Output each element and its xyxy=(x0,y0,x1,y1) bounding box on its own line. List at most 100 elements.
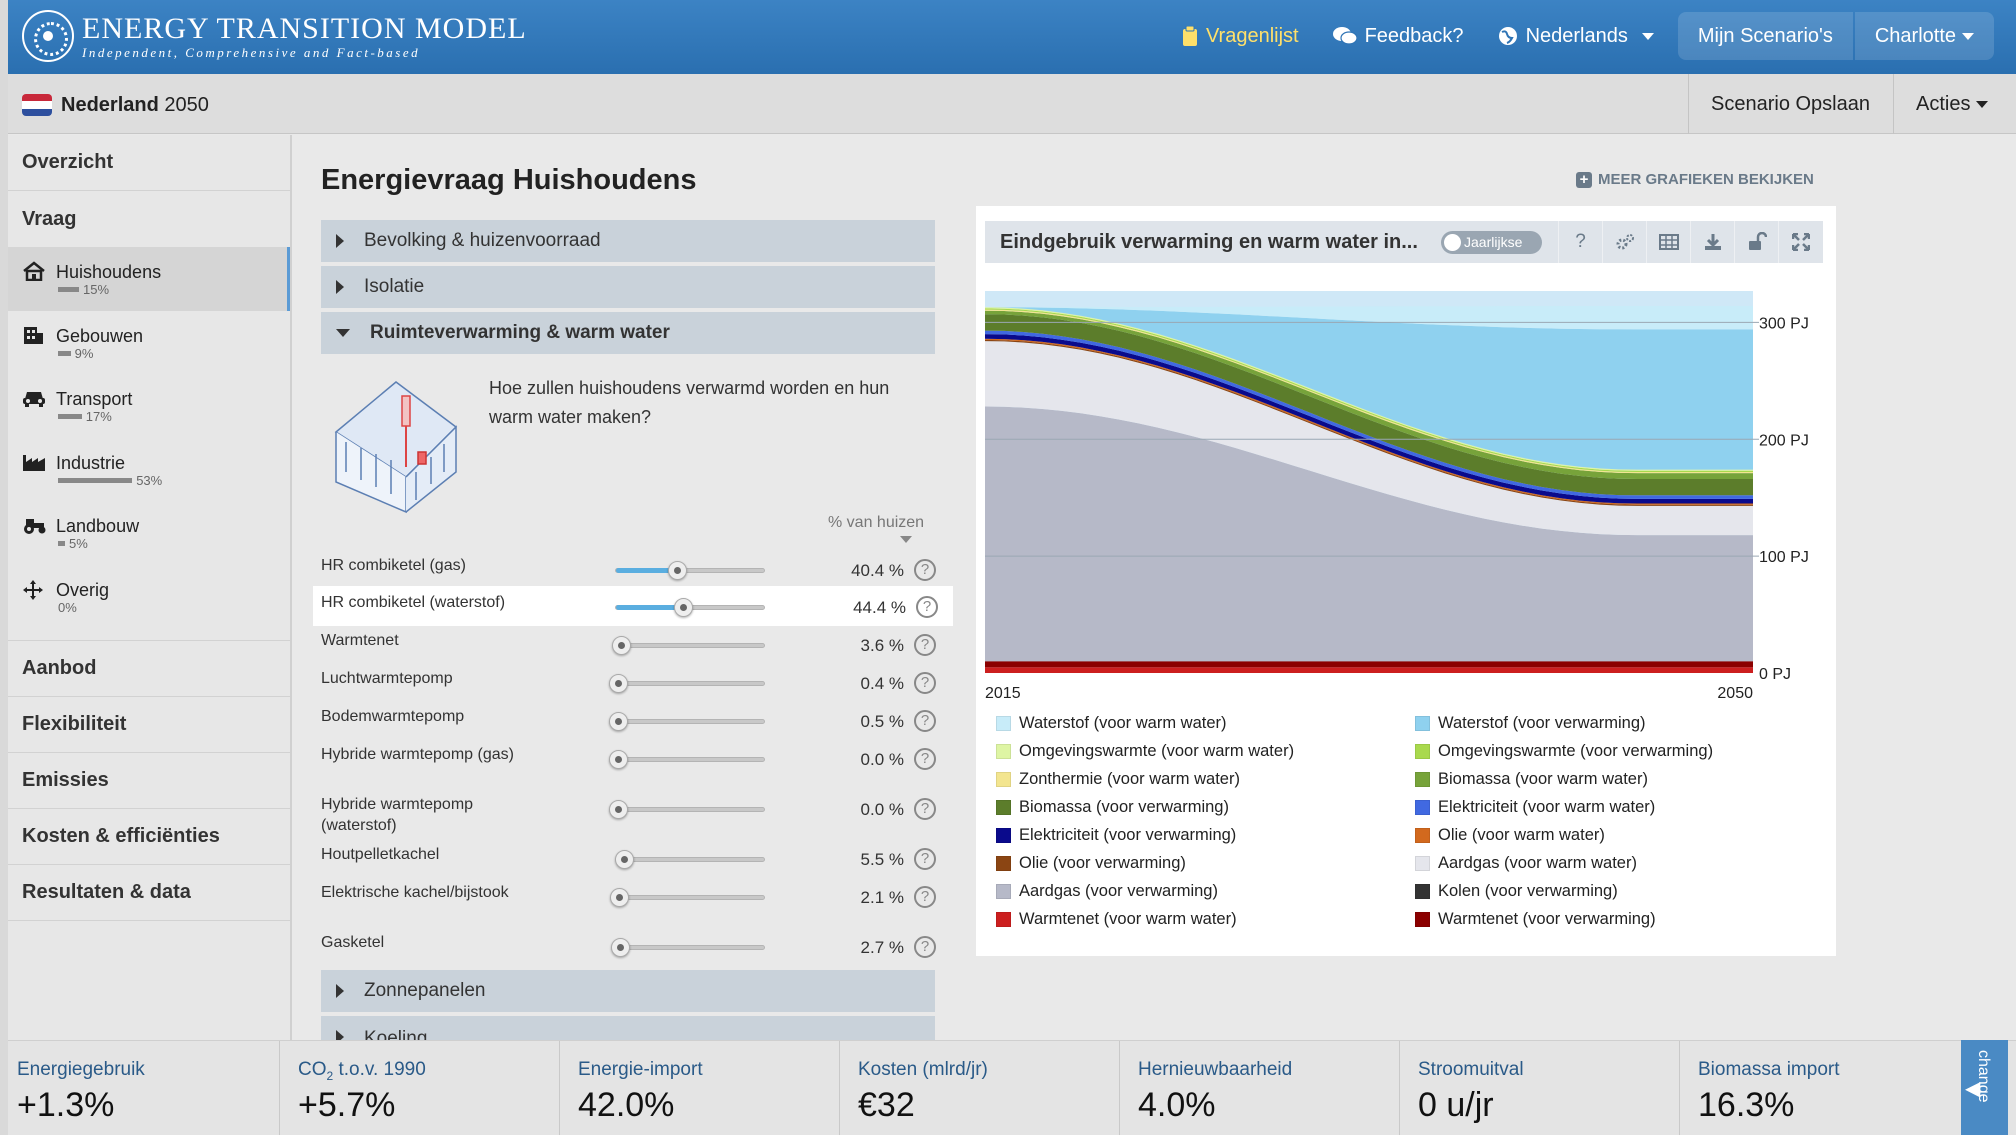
help-icon[interactable]: ? xyxy=(914,848,936,870)
slider-handle[interactable] xyxy=(667,561,687,580)
slider-track[interactable] xyxy=(615,598,765,617)
legend-item[interactable]: Olie (voor verwarming) xyxy=(996,854,1186,873)
language-dropdown[interactable]: Nederlands xyxy=(1498,25,1654,48)
slider-handle[interactable] xyxy=(609,750,628,769)
legend-item[interactable]: Biomassa (voor warm water) xyxy=(1415,770,1648,789)
sidebar-item-buildings[interactable]: Gebouwen 9% xyxy=(8,311,290,375)
legend-item[interactable]: Aardgas (voor verwarming) xyxy=(996,882,1218,901)
help-icon[interactable]: ? xyxy=(914,748,936,770)
sidebar-costs[interactable]: Kosten & efficiënties xyxy=(8,809,290,865)
brand[interactable]: ENERGY TRANSITION MODEL Independent, Com… xyxy=(82,14,527,61)
kpi-renewability[interactable]: Hernieuwbaarheid 4.0% xyxy=(1120,1041,1400,1135)
kpi-energy-use[interactable]: Energiegebruik +1.3% xyxy=(8,1041,280,1135)
slider-value[interactable]: 44.4 % xyxy=(853,598,906,617)
download-icon[interactable] xyxy=(1690,221,1734,263)
help-icon[interactable]: ? xyxy=(914,886,936,908)
actions-dropdown[interactable]: Acties xyxy=(1893,74,2016,134)
slider-track[interactable] xyxy=(609,800,765,819)
legend-item[interactable]: Aardgas (voor warm water) xyxy=(1415,854,1637,873)
slider-track[interactable] xyxy=(612,636,765,655)
help-icon[interactable]: ? xyxy=(914,672,936,694)
slider-value[interactable]: 0.4 % xyxy=(860,674,904,693)
area-series[interactable] xyxy=(985,307,1753,470)
slider-track[interactable] xyxy=(611,938,765,957)
column-header[interactable]: % van huizen xyxy=(828,514,924,543)
sidebar-item-households[interactable]: Huishoudens 15% xyxy=(8,247,290,311)
legend-item[interactable]: Warmtenet (voor verwarming) xyxy=(1415,910,1656,929)
slider-value[interactable]: 0.0 % xyxy=(860,800,904,819)
slider-track[interactable] xyxy=(615,561,765,580)
area-series[interactable] xyxy=(985,306,1753,330)
save-scenario-button[interactable]: Scenario Opslaan xyxy=(1688,74,1893,134)
slider-value[interactable]: 3.6 % xyxy=(860,636,904,655)
question-icon[interactable]: ? xyxy=(1558,221,1602,263)
settings-icon[interactable] xyxy=(1602,221,1646,263)
help-icon[interactable]: ? xyxy=(914,710,936,732)
accordion-insulation[interactable]: Isolatie xyxy=(321,266,935,308)
slider-handle[interactable] xyxy=(673,598,693,617)
help-icon[interactable]: ? xyxy=(914,798,936,820)
slider-handle[interactable] xyxy=(612,636,632,655)
sidebar-results[interactable]: Resultaten & data xyxy=(8,865,290,921)
sidebar-item-agriculture[interactable]: Landbouw 5% xyxy=(8,501,290,565)
legend-item[interactable]: Zonthermie (voor warm water) xyxy=(996,770,1240,789)
table-icon[interactable] xyxy=(1646,221,1690,263)
slider-handle[interactable] xyxy=(609,712,628,731)
accordion-population[interactable]: Bevolking & huizenvoorraad xyxy=(321,220,935,262)
kpi-co2[interactable]: CO2 t.o.v. 1990 +5.7% xyxy=(280,1041,560,1135)
legend-item[interactable]: Olie (voor warm water) xyxy=(1415,826,1605,845)
slider-track[interactable] xyxy=(615,850,765,869)
sidebar-supply[interactable]: Aanbod xyxy=(8,641,290,697)
slider-track[interactable] xyxy=(609,712,765,731)
area-series[interactable] xyxy=(985,661,1753,668)
slider-value[interactable]: 2.7 % xyxy=(860,938,904,957)
yearly-toggle[interactable]: Jaarlijkse xyxy=(1441,231,1542,254)
sidebar-emissions[interactable]: Emissies xyxy=(8,753,290,809)
help-icon[interactable]: ? xyxy=(914,559,936,581)
slider-value[interactable]: 2.1 % xyxy=(860,888,904,907)
area-series[interactable] xyxy=(985,406,1753,662)
legend-item[interactable]: Biomassa (voor verwarming) xyxy=(996,798,1229,817)
accordion-cooling[interactable]: Koeling xyxy=(321,1016,935,1040)
kpi-biomass-import[interactable]: Biomassa import 16.3% xyxy=(1680,1041,1960,1135)
sidebar-flexibility[interactable]: Flexibiliteit xyxy=(8,697,290,753)
kpi-energy-import[interactable]: Energie-import 42.0% xyxy=(560,1041,840,1135)
slider-value[interactable]: 0.5 % xyxy=(860,712,904,731)
legend-item[interactable]: Omgevingswarmte (voor warm water) xyxy=(996,742,1294,761)
more-charts-link[interactable]: + MEER GRAFIEKEN BEKIJKEN xyxy=(1576,171,1814,188)
area-series[interactable] xyxy=(985,341,1753,536)
accordion-solar-panels[interactable]: Zonnepanelen xyxy=(321,970,935,1012)
slider-track[interactable] xyxy=(610,888,765,907)
area-series[interactable] xyxy=(985,667,1753,673)
slider-handle[interactable] xyxy=(609,800,628,819)
kpi-costs[interactable]: Kosten (mlrd/jr) €32 xyxy=(840,1041,1120,1135)
slider-handle[interactable] xyxy=(615,850,635,869)
legend-item[interactable]: Waterstof (voor verwarming) xyxy=(1415,714,1646,733)
user-menu[interactable]: Charlotte xyxy=(1854,12,1994,60)
slider-value[interactable]: 40.4 % xyxy=(851,561,904,580)
my-scenarios-button[interactable]: Mijn Scenario's xyxy=(1677,12,1853,60)
slider-track[interactable] xyxy=(609,750,765,769)
change-dashboard-tab[interactable]: change ◀ xyxy=(1961,1040,2008,1135)
sidebar-item-other[interactable]: Overig 0% xyxy=(8,565,290,629)
accordion-space-heating[interactable]: Ruimteverwarming & warm water xyxy=(321,312,935,354)
slider-handle[interactable] xyxy=(609,674,628,693)
kpi-blackout[interactable]: Stroomuitval 0 u/jr xyxy=(1400,1041,1680,1135)
help-icon[interactable]: ? xyxy=(914,936,936,958)
legend-item[interactable]: Omgevingswarmte (voor verwarming) xyxy=(1415,742,1713,761)
area-series[interactable] xyxy=(985,314,1753,496)
fullscreen-icon[interactable] xyxy=(1778,221,1822,263)
sidebar-item-industry[interactable]: Industrie 53% xyxy=(8,438,290,502)
legend-item[interactable]: Elektriciteit (voor verwarming) xyxy=(996,826,1236,845)
unlock-icon[interactable] xyxy=(1734,221,1778,263)
legend-item[interactable]: Kolen (voor verwarming) xyxy=(1415,882,1618,901)
sidebar-overview[interactable]: Overzicht xyxy=(8,135,290,191)
slider-handle[interactable] xyxy=(611,938,631,957)
legend-item[interactable]: Warmtenet (voor warm water) xyxy=(996,910,1237,929)
help-icon[interactable]: ? xyxy=(916,596,938,618)
slider-value[interactable]: 5.5 % xyxy=(860,850,904,869)
feedback-link[interactable]: Feedback? xyxy=(1332,25,1464,48)
questionnaire-link[interactable]: Vragenlijst xyxy=(1182,25,1299,48)
slider-handle[interactable] xyxy=(610,888,630,907)
sidebar-demand[interactable]: Vraag xyxy=(22,207,77,230)
